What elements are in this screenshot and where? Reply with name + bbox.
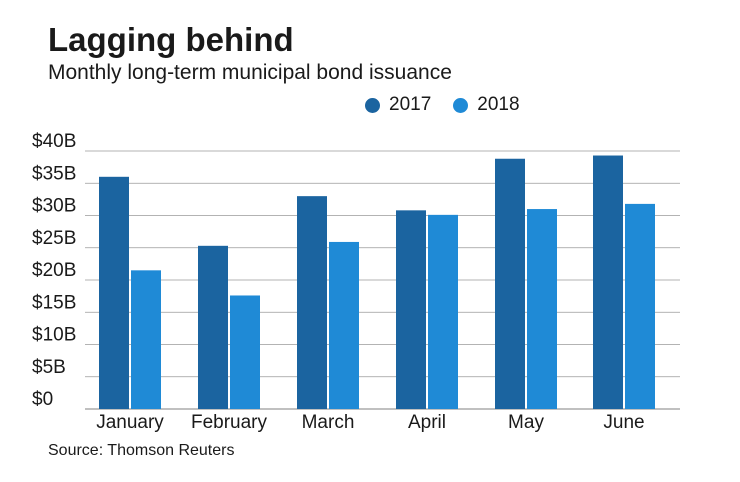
y-tick-label: $25B bbox=[32, 228, 76, 249]
bar-2017-april bbox=[396, 210, 426, 409]
x-tick-label: May bbox=[508, 412, 544, 433]
legend-swatch-2018 bbox=[453, 97, 469, 113]
bar-2018-june bbox=[625, 203, 655, 409]
bar-2018-january bbox=[131, 270, 161, 409]
bar-2018-march bbox=[329, 241, 359, 409]
y-tick-label: $40B bbox=[32, 131, 76, 152]
bar-2018-may bbox=[527, 209, 557, 409]
bar-2017-may bbox=[495, 158, 525, 409]
bar-2018-april bbox=[428, 214, 458, 409]
legend-item-2017: 2017 bbox=[365, 94, 431, 116]
y-tick-label: $20B bbox=[32, 260, 76, 281]
y-tick-label: $30B bbox=[32, 196, 76, 217]
legend-item-2018: 2018 bbox=[453, 94, 520, 116]
legend: 2017 2018 bbox=[365, 94, 542, 116]
x-tick-label: February bbox=[191, 412, 268, 433]
y-tick-label: $15B bbox=[32, 292, 76, 313]
x-tick-label: January bbox=[96, 412, 164, 433]
legend-label-2017: 2017 bbox=[389, 94, 432, 115]
y-tick-label: $5B bbox=[32, 357, 66, 378]
bar-2017-february bbox=[198, 245, 228, 409]
bar-2018-february bbox=[230, 295, 260, 409]
y-tick-label: $35B bbox=[32, 163, 76, 184]
chart-subtitle: Monthly long-term municipal bond issuanc… bbox=[48, 61, 452, 84]
y-tick-label: $10B bbox=[32, 325, 76, 346]
source-note: Source: Thomson Reuters bbox=[48, 442, 235, 459]
legend-label-2018: 2018 bbox=[477, 94, 520, 115]
chart-title: Lagging behind bbox=[48, 21, 294, 58]
bar-2017-june bbox=[593, 155, 623, 409]
y-tick-label: $0 bbox=[32, 389, 53, 410]
bar-2017-january bbox=[99, 176, 129, 409]
x-tick-label: March bbox=[302, 412, 355, 433]
legend-swatch-2017 bbox=[365, 97, 380, 113]
bar-2017-march bbox=[297, 196, 327, 409]
x-tick-label: April bbox=[408, 412, 446, 433]
x-tick-label: June bbox=[603, 412, 644, 433]
